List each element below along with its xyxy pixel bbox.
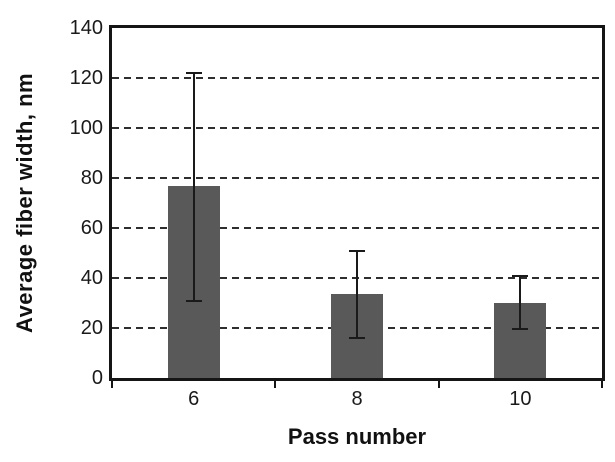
plot-area [109, 25, 605, 381]
y-tick-label-140: 140 [69, 17, 103, 39]
error-cap-bottom-10 [512, 328, 529, 331]
y-tick-label-20: 20 [80, 317, 103, 339]
y-tick-label-40: 40 [80, 267, 103, 289]
x-tick-label-8: 8 [351, 388, 363, 410]
x-tick-mark-0 [111, 381, 113, 388]
gridline-y-100 [112, 127, 602, 129]
gridline-y-120 [112, 77, 602, 79]
x-tick-label-10: 10 [509, 388, 532, 410]
error-cap-top-6 [185, 72, 202, 74]
y-tick-label-0: 0 [91, 367, 103, 389]
x-tick-mark-3 [601, 381, 603, 388]
x-tick-mark-2 [437, 381, 440, 388]
error-bar-pass-8 [356, 250, 358, 338]
error-bar-pass-6 [192, 73, 195, 301]
x-tick-mark-1 [274, 381, 277, 388]
error-cap-bottom-6 [185, 299, 202, 302]
gridline-y-80 [112, 177, 602, 179]
x-axis-title: Pass number [287, 424, 427, 449]
y-tick-label-80: 80 [80, 167, 103, 189]
error-cap-top-10 [512, 274, 529, 277]
y-tick-label-120: 120 [69, 67, 103, 89]
y-tick-label-60: 60 [80, 217, 103, 239]
error-bar-pass-10 [519, 275, 522, 330]
error-cap-bottom-8 [349, 337, 365, 339]
y-tick-label-100: 100 [69, 117, 103, 139]
error-cap-top-8 [349, 249, 365, 252]
x-tick-label-6: 6 [188, 388, 200, 410]
gridline-y-60 [112, 227, 602, 229]
